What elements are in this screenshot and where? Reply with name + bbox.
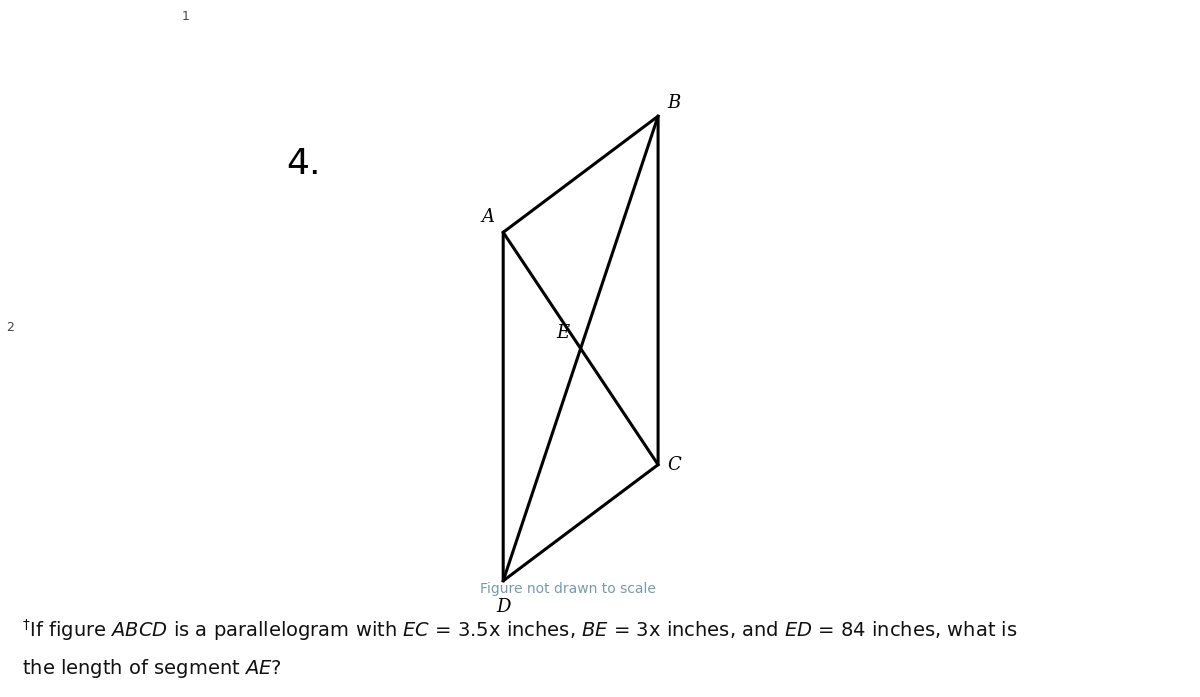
Text: A: A	[481, 208, 494, 226]
Text: 4.: 4.	[287, 147, 320, 181]
Text: $^{\dagger}$If figure $\mathit{ABCD}$ is a parallelogram with $\mathit{EC}$ = 3.: $^{\dagger}$If figure $\mathit{ABCD}$ is…	[22, 617, 1018, 643]
Text: 1: 1	[182, 10, 190, 24]
Text: the length of segment $\mathit{AE}$?: the length of segment $\mathit{AE}$?	[22, 657, 282, 680]
Text: E: E	[556, 324, 569, 342]
Text: B: B	[667, 94, 680, 112]
Text: D: D	[496, 598, 510, 616]
Text: C: C	[667, 456, 682, 474]
Text: 2: 2	[6, 321, 14, 334]
Text: Figure not drawn to scale: Figure not drawn to scale	[480, 582, 656, 596]
